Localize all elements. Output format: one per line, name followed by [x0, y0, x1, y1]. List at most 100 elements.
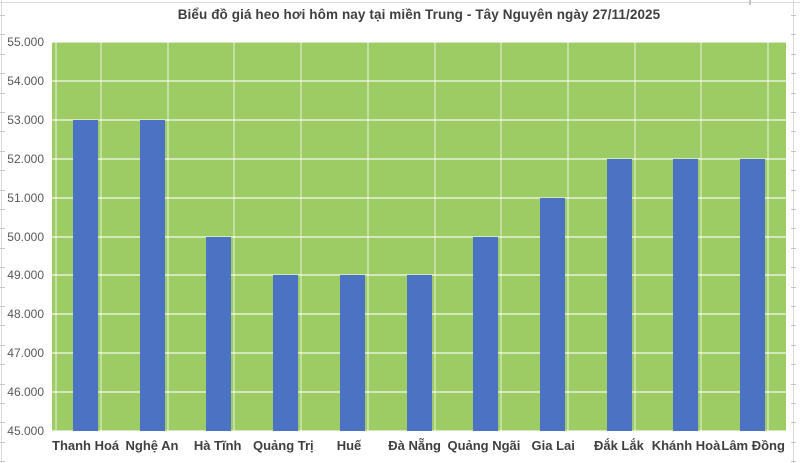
y-axis-tick-label: 46.000 [7, 385, 44, 400]
bar [139, 119, 165, 431]
x-axis-label: Thanh Hoá [52, 438, 120, 453]
worksheet-row-tick [0, 247, 5, 249]
plot-left-edge-line [55, 42, 57, 431]
y-axis-tick-label: 45.000 [7, 424, 44, 438]
worksheet-row-tick [0, 15, 5, 16]
y-axis-tick-label: 50.000 [7, 229, 44, 244]
bar [673, 158, 699, 431]
worksheet-row-tick [0, 92, 5, 94]
worksheet-row-tick [0, 325, 5, 327]
bar [273, 275, 299, 431]
bar [473, 236, 499, 431]
bar-edge-highlight [700, 42, 703, 431]
worksheet-column-tick [749, 0, 751, 5]
worksheet-row-tick [791, 209, 796, 210]
worksheet-row-tick [791, 73, 796, 75]
category-2 [119, 42, 186, 431]
worksheet-row-tick [791, 461, 796, 463]
worksheet-row-tick [791, 267, 796, 269]
gridline [52, 118, 786, 121]
worksheet-left-gridline [1, 0, 2, 463]
worksheet-row-tick [791, 53, 796, 55]
worksheet-row-tick [791, 364, 796, 366]
worksheet-right-gridline [793, 0, 794, 463]
worksheet-row-tick [0, 112, 5, 113]
worksheet-row-tick [791, 150, 796, 152]
worksheet-row-tick [791, 189, 796, 191]
category-8 [519, 42, 586, 431]
bar-edge-highlight [166, 42, 169, 431]
category-9 [586, 42, 653, 431]
gridline [52, 235, 786, 238]
category-5 [319, 42, 386, 431]
category-7 [452, 42, 519, 431]
worksheet-row-tick [791, 92, 796, 94]
bar [339, 275, 365, 431]
bar-edge-highlight [633, 42, 636, 431]
gridline [52, 41, 786, 43]
gridline [52, 157, 786, 160]
worksheet-row-tick [0, 461, 5, 463]
category-11 [719, 42, 786, 431]
y-axis-tick-label: 55.000 [7, 35, 44, 49]
worksheet-row-tick [0, 364, 5, 366]
worksheet-row-tick [791, 247, 796, 249]
bar-edge-highlight [567, 42, 569, 431]
worksheet-row-tick [791, 15, 796, 16]
gridline [52, 196, 786, 199]
worksheet-top-gridline [0, 2, 800, 3]
bar [540, 197, 565, 431]
bar-edge-highlight [767, 42, 770, 431]
x-axis-label: Đà Nẵng [388, 438, 441, 453]
worksheet-row-tick [791, 441, 796, 443]
x-axis-label: Gia Lai [531, 438, 575, 453]
bar [206, 236, 232, 431]
category-6 [386, 42, 453, 431]
worksheet-row-tick [0, 286, 5, 288]
worksheet-row-tick [0, 150, 5, 152]
y-axis-tick-label: 48.000 [7, 307, 44, 322]
category-10 [653, 42, 720, 431]
worksheet-row-tick [0, 306, 5, 307]
bar [406, 275, 432, 431]
worksheet-row-tick [0, 228, 5, 230]
bar [72, 119, 98, 431]
x-axis-label: Quảng Ngãi [447, 438, 521, 453]
y-axis: 55.000 54.000 53.000 52.000 51.000 50.000 49.0… [0, 35, 46, 438]
worksheet-row-tick [0, 53, 5, 55]
worksheet-row-tick [0, 403, 5, 404]
y-axis-tick-label: 47.000 [7, 346, 44, 361]
bar-edge-highlight [300, 42, 303, 431]
worksheet-row-tick [791, 422, 796, 424]
x-axis-label: Hà Tĩnh [193, 438, 242, 453]
gridline [52, 274, 786, 277]
worksheet-row-tick [791, 383, 796, 385]
bar-edge-highlight [366, 42, 369, 431]
bar-edge-highlight [500, 42, 503, 431]
worksheet-row-tick [791, 131, 796, 133]
x-axis-label: Quảng Trị [252, 438, 314, 453]
bar [606, 158, 632, 431]
plot-area [52, 41, 786, 432]
worksheet-row-tick [0, 383, 5, 385]
category-1 [52, 42, 119, 431]
x-axis-label: Lâm Đồng [721, 438, 785, 453]
x-axis-label: Khánh Hoà [651, 438, 721, 453]
bar-edge-highlight [433, 42, 436, 431]
y-axis-tick-label: 49.000 [7, 268, 44, 283]
bar-edge-highlight [233, 42, 236, 431]
y-axis-tick-label: 54.000 [7, 73, 44, 88]
worksheet-row-tick [0, 422, 5, 424]
gridline [52, 79, 786, 82]
worksheet-row-tick [791, 170, 796, 172]
worksheet-row-tick [791, 344, 796, 346]
y-axis-tick-label: 51.000 [7, 190, 44, 205]
bar-edge-highlight [99, 42, 102, 431]
worksheet-row-tick [0, 441, 5, 443]
worksheet-row-tick [0, 34, 5, 36]
x-axis-label: Đắk Lắk [593, 438, 644, 453]
worksheet-row-tick [791, 228, 796, 230]
category-3 [185, 42, 252, 431]
category-4 [252, 42, 319, 431]
worksheet-row-tick [0, 209, 5, 210]
